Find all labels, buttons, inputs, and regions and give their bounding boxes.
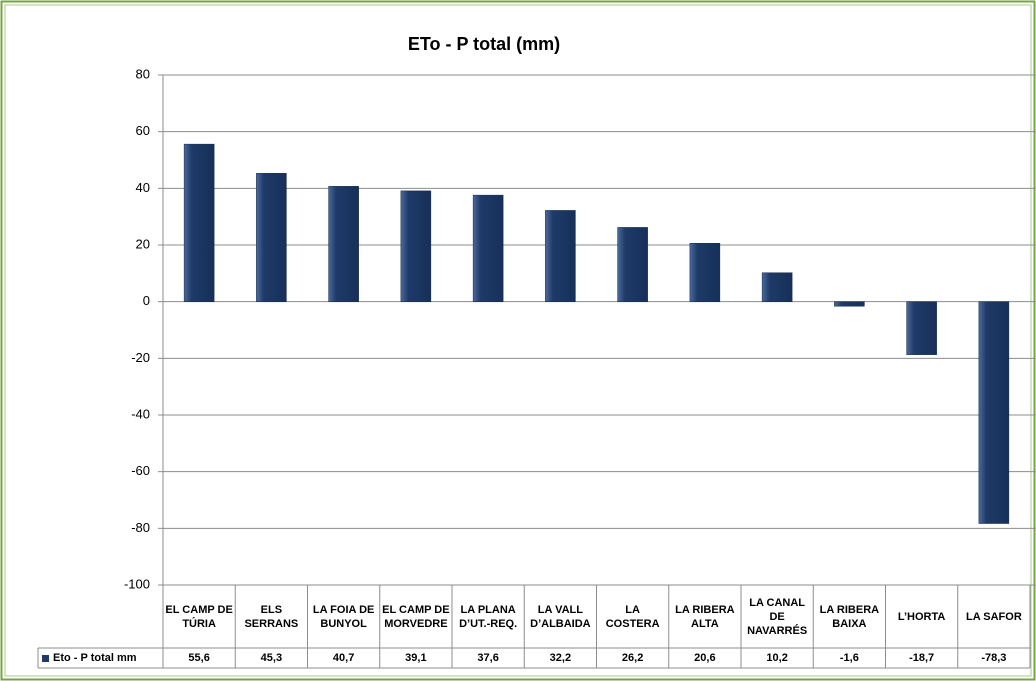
y-tick-label: 40 xyxy=(136,180,150,195)
category-label: LA COSTERA xyxy=(605,603,660,630)
value-label: 26,2 xyxy=(621,652,644,664)
y-tick-label: 0 xyxy=(143,293,150,308)
value-label: 45,3 xyxy=(260,652,283,664)
chart-inner-border xyxy=(4,4,1032,677)
category-label: EL CAMP DE MORVEDRE xyxy=(382,603,450,630)
y-tick-label: -20 xyxy=(131,350,150,365)
bar xyxy=(400,190,432,302)
category-label: LA RIBERA BAIXA xyxy=(819,603,880,630)
y-tick-label: -40 xyxy=(131,406,150,421)
value-label: 55,6 xyxy=(188,652,210,664)
value-label: 32,2 xyxy=(549,652,572,664)
category-label: LA CANAL DE NAVARRÉS xyxy=(747,596,808,637)
value-label: -78,3 xyxy=(981,652,1007,664)
value-label: 39,1 xyxy=(405,652,427,664)
bar xyxy=(328,186,359,302)
y-tick-label: -80 xyxy=(131,520,150,535)
value-label: 10,2 xyxy=(766,652,788,664)
legend-label: Eto - P total mm xyxy=(53,652,137,664)
category-label: LA PLANA D’UT.-REQ. xyxy=(459,603,518,630)
bar xyxy=(256,173,287,302)
legend-swatch xyxy=(42,654,49,662)
y-tick-label: -100 xyxy=(124,576,150,591)
category-label: EL CAMP DE TÚRIA xyxy=(165,603,233,630)
bar xyxy=(617,227,648,302)
value-label: -1,6 xyxy=(839,652,859,664)
value-label: 40,7 xyxy=(332,652,355,664)
y-tick-label: 80 xyxy=(136,66,150,81)
bar xyxy=(906,301,937,355)
category-label: L’HORTA xyxy=(897,610,946,623)
category-label: LA FOIA DE BUNYOL xyxy=(312,603,375,630)
bar xyxy=(689,243,721,302)
bar xyxy=(834,301,865,307)
value-label: -18,7 xyxy=(909,652,935,664)
value-label: 37,6 xyxy=(477,652,499,664)
category-label: ELS SERRANS xyxy=(244,603,299,630)
bar xyxy=(183,143,215,302)
bar xyxy=(472,194,504,302)
bar xyxy=(545,210,576,302)
chart-title: ETo - P total (mm) xyxy=(408,34,560,54)
y-tick-label: 60 xyxy=(136,123,150,138)
bar xyxy=(978,301,1010,524)
category-label: LA SAFOR xyxy=(965,610,1022,623)
legend: Eto - P total mm xyxy=(38,648,163,668)
y-tick-label: 20 xyxy=(136,236,150,251)
value-label: 20,6 xyxy=(694,652,716,664)
category-label: LA RIBERA ALTA xyxy=(675,603,735,630)
bar xyxy=(761,272,793,302)
y-tick-label: -60 xyxy=(131,463,150,478)
category-label: LA VALL D’ALBAIDA xyxy=(530,603,591,630)
